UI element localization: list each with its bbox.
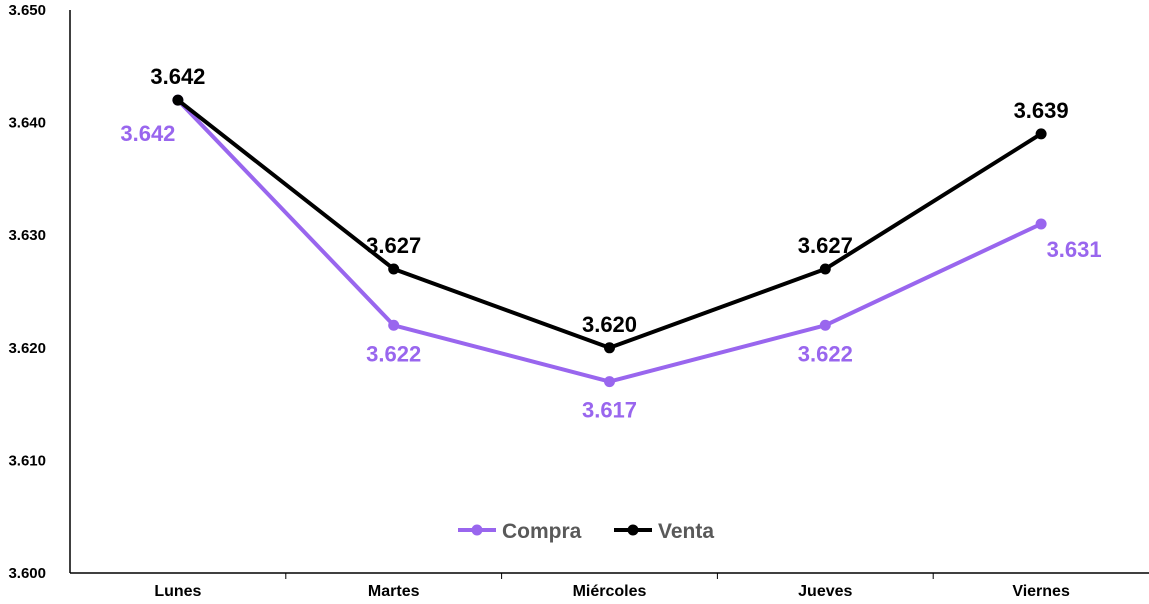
legend-label-venta: Venta	[658, 520, 714, 543]
y-tick-label: 3.620	[8, 340, 46, 357]
data-label-compra: 3.622	[798, 341, 853, 366]
legend-marker-compra	[471, 524, 483, 536]
y-tick-label: 3.610	[8, 452, 46, 469]
chart-legend: Compra Venta	[458, 520, 714, 543]
y-tick-label: 3.640	[8, 115, 46, 132]
data-label-venta: 3.620	[582, 312, 637, 337]
series-layer	[172, 94, 1047, 388]
data-point-venta	[172, 94, 184, 106]
series-line-venta	[175, 98, 1044, 350]
data-point-venta	[604, 342, 615, 354]
y-tick-label: 3.650	[8, 2, 46, 19]
data-label-venta: 3.639	[1014, 98, 1069, 123]
y-tick-label: 3.600	[8, 565, 46, 582]
data-label-compra: 3.617	[582, 398, 637, 423]
data-point-compra	[604, 376, 615, 388]
x-tick-label: Lunes	[154, 583, 201, 600]
legend-marker-venta	[627, 524, 639, 536]
data-point-compra	[819, 319, 831, 331]
data-label-venta: 3.642	[150, 64, 205, 89]
data-label-compra: 3.622	[366, 341, 421, 366]
y-tick-label: 3.630	[8, 227, 46, 244]
chart-axes: 3.600 3.610 3.620 3.630 3.640 3.650 Lunes Marte…	[8, 2, 1149, 600]
data-label-compra: 3.642	[120, 121, 175, 146]
data-label-compra: 3.631	[1047, 237, 1102, 262]
data-label-venta: 3.627	[366, 233, 421, 258]
data-point-venta	[1035, 128, 1047, 140]
x-tick-label: Viernes	[1012, 583, 1070, 600]
data-point-venta	[388, 263, 400, 275]
data-point-compra	[1035, 218, 1047, 230]
x-tick-label: Martes	[368, 583, 420, 600]
data-label-venta: 3.627	[798, 233, 853, 258]
data-point-compra	[388, 319, 400, 331]
data-point-venta	[819, 263, 831, 275]
x-tick-label: Miércoles	[573, 583, 647, 600]
x-tick-label: Jueves	[798, 583, 852, 600]
data-labels-layer: 3.642 3.627 3.620 3.627 3.639 3.642 3.622 3.617…	[120, 64, 1102, 423]
legend-label-compra: Compra	[502, 520, 582, 543]
series-line-compra	[175, 98, 1044, 384]
